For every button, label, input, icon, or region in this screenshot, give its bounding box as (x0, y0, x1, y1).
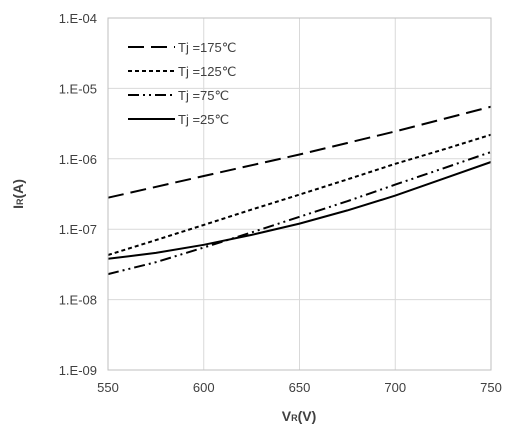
x-axis-ticks: 550 600 650 700 750 (97, 380, 502, 395)
x-tick-label: 750 (480, 380, 502, 395)
x-tick-label: 550 (97, 380, 119, 395)
y-axis-ticks: 1.E-04 1.E-05 1.E-06 1.E-07 1.E-08 1.E-09 (59, 11, 97, 378)
series-line-3 (107, 161, 492, 260)
y-tick-label: 1.E-09 (59, 363, 97, 378)
series-line-1 (107, 133, 492, 256)
legend-label: Tj =125℃ (178, 64, 236, 79)
x-axis-title-unit: (V) (298, 408, 317, 424)
series-group (107, 105, 492, 276)
y-tick-label: 1.E-08 (59, 293, 97, 308)
y-axis-title-unit: (A) (10, 179, 26, 198)
x-tick-label: 700 (384, 380, 406, 395)
x-axis-title-sub: R (291, 413, 298, 423)
x-tick-label: 650 (289, 380, 311, 395)
x-axis-title-main: V (282, 408, 292, 424)
series-line-0 (107, 105, 492, 199)
legend: Tj =175℃ Tj =125℃ Tj =75℃ Tj =25℃ (128, 40, 236, 127)
legend-label: Tj =75℃ (178, 88, 229, 103)
y-tick-label: 1.E-05 (59, 81, 97, 96)
x-tick-label: 600 (193, 380, 215, 395)
y-axis-title: IR(A) (10, 179, 26, 209)
legend-label: Tj =25℃ (178, 112, 229, 127)
plot-area-frame (107, 17, 492, 371)
series-line-2 (107, 151, 492, 276)
y-axis-title-main: I (10, 205, 26, 209)
legend-label: Tj =175℃ (178, 40, 236, 55)
x-axis-title: VR(V) (282, 408, 317, 424)
y-tick-label: 1.E-06 (59, 152, 97, 167)
y-tick-label: 1.E-07 (59, 222, 97, 237)
y-tick-label: 1.E-04 (59, 11, 97, 26)
y-axis-title-sub: R (15, 198, 25, 205)
